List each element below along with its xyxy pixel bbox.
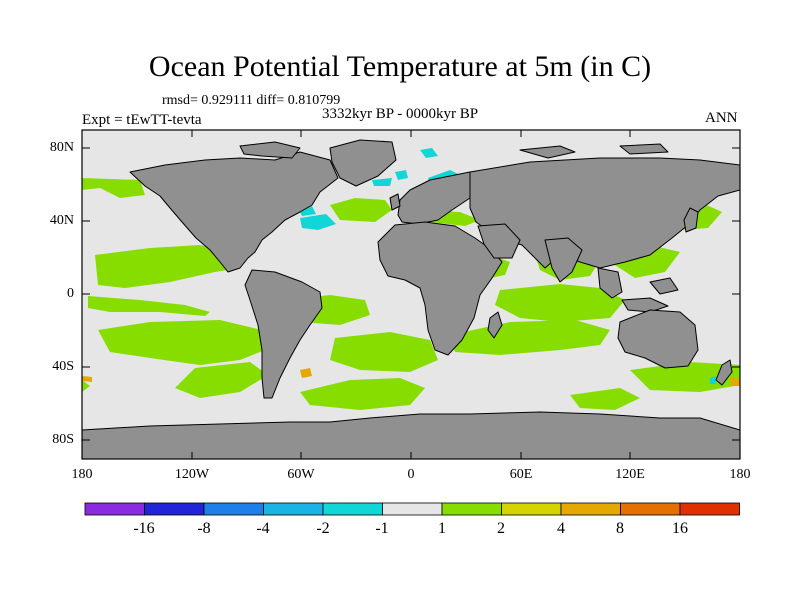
x-tick-label: 60W xyxy=(287,467,315,482)
plot-title: Ocean Potential Temperature at 5m (in C) xyxy=(148,50,652,83)
colorbar-box xyxy=(263,502,324,516)
colorbar-box xyxy=(84,502,145,516)
colorbar-box xyxy=(203,502,264,516)
colorbar-label: -1 xyxy=(375,520,389,537)
y-tick-label: 80N xyxy=(49,140,74,155)
rmsd-diff-stats: rmsd= 0.929111 diff= 0.810799 xyxy=(162,93,341,108)
x-tick-label: 0 xyxy=(407,467,415,482)
colorbar-label: -16 xyxy=(133,520,155,537)
colorbar-box xyxy=(382,502,443,516)
colorbar-box xyxy=(501,502,562,516)
y-tick-label: 40N xyxy=(49,213,74,228)
x-tick-label: 60E xyxy=(509,467,533,482)
map-area xyxy=(82,130,740,459)
colorbar xyxy=(84,502,740,516)
y-tick-label: 0 xyxy=(67,286,74,301)
axis-ticks xyxy=(82,130,740,459)
colorbar-box xyxy=(322,502,383,516)
colorbar-label: 4 xyxy=(557,520,565,537)
colorbar-box xyxy=(679,502,740,516)
colorbar-label: 16 xyxy=(672,520,688,537)
season-label: ANN xyxy=(705,110,738,126)
colorbar-box xyxy=(560,502,621,516)
y-tick-label: 40S xyxy=(52,359,74,374)
x-tick-label: 120W xyxy=(174,467,210,482)
y-tick-label: 80S xyxy=(52,432,74,447)
colorbar-label: 2 xyxy=(497,520,505,537)
land-masses xyxy=(82,139,740,459)
colorbar-label: 1 xyxy=(438,520,446,537)
colorbar-box xyxy=(144,502,205,516)
x-tick-label: 120E xyxy=(615,467,645,482)
colorbar-label: -8 xyxy=(197,520,211,537)
colorbar-label: -4 xyxy=(256,520,270,537)
time-period-label: 3332kyr BP - 0000kyr BP xyxy=(322,106,479,122)
x-tick-label: 180 xyxy=(71,467,93,482)
colorbar-box xyxy=(620,502,681,516)
colorbar-label: -2 xyxy=(316,520,330,537)
x-tick-label: 180 xyxy=(729,467,751,482)
colorbar-label: 8 xyxy=(616,520,624,537)
experiment-label: Expt = tEwTT-tevta xyxy=(82,112,202,128)
strong-warm-patches xyxy=(82,368,740,386)
colorbar-box xyxy=(441,502,502,516)
